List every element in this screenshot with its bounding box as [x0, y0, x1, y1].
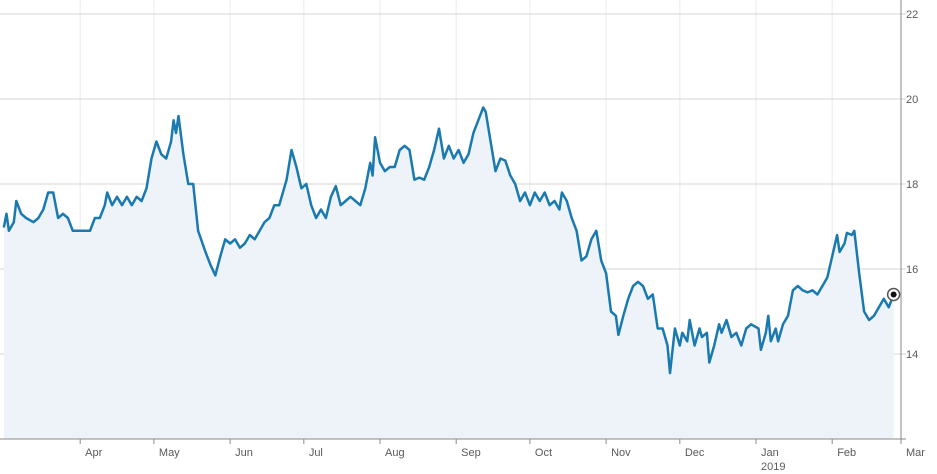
- month-label: Aug: [385, 447, 405, 459]
- price-line: [2, 106, 895, 375]
- x-axis-labels: Apr May Jun Jul Aug Sep Oct Nov Dec Jan Feb Mar 2019: [85, 447, 925, 473]
- year-label: 2019: [761, 461, 785, 473]
- last-point-marker-dot: [890, 291, 897, 298]
- y-tick-label: 14: [906, 349, 918, 361]
- y-tick-label: 16: [906, 264, 918, 276]
- month-label: Dec: [685, 447, 705, 459]
- month-label: Jun: [235, 447, 253, 459]
- month-label: Nov: [611, 447, 631, 459]
- month-label: May: [159, 447, 180, 459]
- month-label: Oct: [535, 447, 552, 459]
- y-tick-label: 18: [906, 179, 918, 191]
- y-tick-label: 22: [906, 9, 918, 21]
- y-tick-label: 20: [906, 94, 918, 106]
- month-label: Sep: [461, 447, 481, 459]
- price-area-fill: [4, 107, 894, 439]
- month-label: Apr: [85, 447, 102, 459]
- month-label: Mar: [906, 447, 925, 459]
- month-label: Feb: [837, 447, 856, 459]
- month-label: Jul: [309, 447, 323, 459]
- month-label: Jan: [761, 447, 779, 459]
- y-axis-labels: 14 16 18 20 22: [906, 9, 918, 361]
